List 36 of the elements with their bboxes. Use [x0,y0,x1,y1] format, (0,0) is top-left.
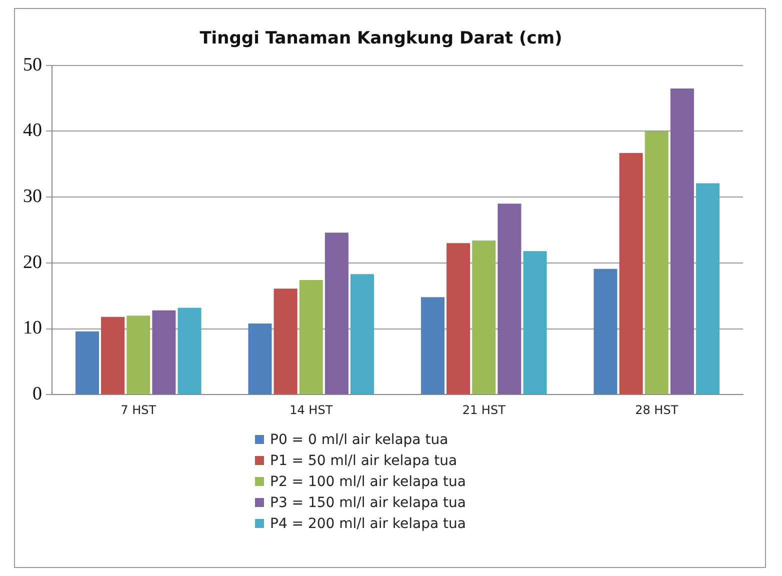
bar [644,131,668,394]
bar [126,316,150,394]
bar [274,288,298,394]
bar [299,280,323,394]
bar [350,274,374,394]
chart-title: Tinggi Tanaman Kangkung Darat (cm) [200,28,562,49]
y-tick-label: 30 [23,186,42,208]
x-tick-label: 28 HST [635,402,679,417]
bar [670,88,694,394]
x-tick-label: 21 HST [462,402,506,417]
bar [594,268,618,394]
legend-label: P4 = 200 ml/l air kelapa tua [270,516,466,532]
bar [498,204,522,394]
bar [324,232,348,394]
x-tick-label: 14 HST [290,402,334,417]
bar [472,240,496,394]
legend-label: P3 = 150 ml/l air kelapa tua [270,494,466,510]
legend-label: P0 = 0 ml/l air kelapa tua [270,432,448,448]
y-tick-label: 0 [32,384,42,405]
bar [420,297,444,394]
bar [75,331,99,394]
y-tick-label: 40 [23,120,42,142]
legend-label: P2 = 100 ml/l air kelapa tua [270,474,466,490]
bar [619,152,643,394]
bar [696,183,720,394]
bar [101,316,125,394]
bar [523,251,547,394]
bar [178,308,202,394]
bar [152,310,176,394]
y-tick-label: 20 [23,252,42,273]
legend-label: P1 = 50 ml/l air kelapa tua [270,452,458,468]
y-tick-label: 50 [23,54,42,76]
y-tick-label: 10 [23,318,42,339]
x-tick-label: 7 HST [120,402,157,417]
bar [248,323,272,394]
bar [446,243,470,394]
